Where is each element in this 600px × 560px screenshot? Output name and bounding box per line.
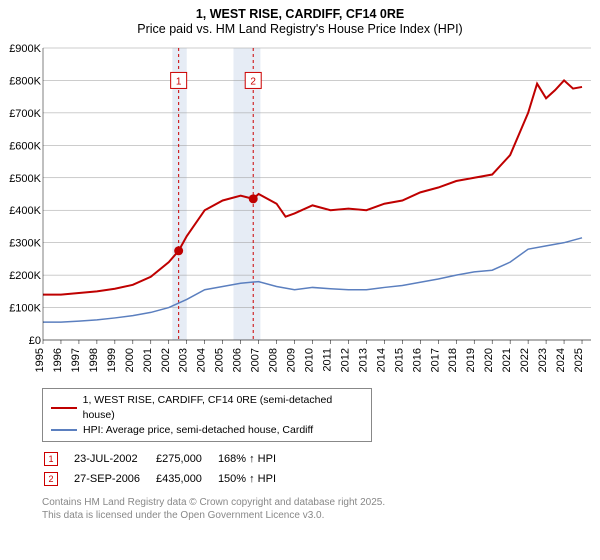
svg-text:2006: 2006 [232,348,244,372]
chart-svg: £0 £100K £200K £300K £400K £500K £600K £700K £80… [5,40,595,380]
svg-text:2016: 2016 [411,348,423,372]
sale-price: £275,000 [156,450,216,468]
legend-swatch [51,429,77,431]
svg-text:£100K: £100K [9,303,41,315]
svg-text:2011: 2011 [321,348,333,372]
svg-text:2018: 2018 [447,348,459,372]
footer-line: This data is licensed under the Open Gov… [42,509,600,522]
svg-text:2009: 2009 [286,348,298,372]
svg-text:2017: 2017 [429,348,441,372]
svg-text:£500K: £500K [9,173,41,185]
svg-text:2023: 2023 [537,348,549,372]
sales-table: 1 23-JUL-2002 £275,000 168% ↑ HPI 2 27-S… [42,448,292,490]
svg-text:£600K: £600K [9,141,41,153]
svg-text:2014: 2014 [375,348,387,372]
table-row: 1 23-JUL-2002 £275,000 168% ↑ HPI [44,450,290,468]
title-line1: 1, WEST RISE, CARDIFF, CF14 0RE [0,0,600,22]
svg-text:2025: 2025 [573,348,585,372]
svg-text:2002: 2002 [160,348,172,372]
svg-text:2007: 2007 [250,348,262,372]
svg-text:2005: 2005 [214,348,226,372]
svg-text:2001: 2001 [142,348,154,372]
chart-area: £0 £100K £200K £300K £400K £500K £600K £700K £80… [5,40,595,380]
svg-text:£300K: £300K [9,238,41,250]
svg-text:2022: 2022 [519,348,531,372]
svg-text:2000: 2000 [124,348,136,372]
svg-text:£800K: £800K [9,76,41,88]
svg-text:1995: 1995 [34,348,46,372]
svg-text:2020: 2020 [483,348,495,372]
svg-text:£400K: £400K [9,205,41,217]
svg-text:£900K: £900K [9,43,41,55]
svg-text:1999: 1999 [106,348,118,372]
svg-text:2010: 2010 [304,348,316,372]
sale-date: 27-SEP-2006 [74,470,154,488]
svg-text:£0: £0 [29,335,41,347]
table-row: 2 27-SEP-2006 £435,000 150% ↑ HPI [44,470,290,488]
sale-marker: 2 [44,470,72,488]
svg-text:2004: 2004 [196,348,208,372]
footer: Contains HM Land Registry data © Crown c… [42,496,600,522]
legend-label: 1, WEST RISE, CARDIFF, CF14 0RE (semi-de… [83,393,363,422]
svg-text:2012: 2012 [339,348,351,372]
legend-swatch [51,407,77,410]
legend-label: HPI: Average price, semi-detached house,… [83,423,313,438]
title-line2: Price paid vs. HM Land Registry's House … [0,22,600,40]
svg-text:2019: 2019 [465,348,477,372]
footer-line: Contains HM Land Registry data © Crown c… [42,496,600,509]
svg-text:£700K: £700K [9,108,41,120]
sale-date: 23-JUL-2002 [74,450,154,468]
legend: 1, WEST RISE, CARDIFF, CF14 0RE (semi-de… [42,388,372,442]
svg-text:1: 1 [176,77,182,88]
svg-text:2024: 2024 [555,348,567,372]
sale-delta: 150% ↑ HPI [218,470,290,488]
sale-price: £435,000 [156,470,216,488]
svg-text:1998: 1998 [88,348,100,372]
svg-text:2021: 2021 [501,348,513,372]
svg-text:£200K: £200K [9,270,41,282]
sale-marker: 1 [44,450,72,468]
svg-text:1996: 1996 [52,348,64,372]
svg-text:2008: 2008 [268,348,280,372]
svg-text:2015: 2015 [393,348,405,372]
svg-text:2: 2 [250,77,256,88]
legend-row: HPI: Average price, semi-detached house,… [51,423,363,438]
legend-row: 1, WEST RISE, CARDIFF, CF14 0RE (semi-de… [51,393,363,422]
sale-delta: 168% ↑ HPI [218,450,290,468]
svg-text:2003: 2003 [178,348,190,372]
svg-text:1997: 1997 [70,348,82,372]
svg-text:2013: 2013 [357,348,369,372]
